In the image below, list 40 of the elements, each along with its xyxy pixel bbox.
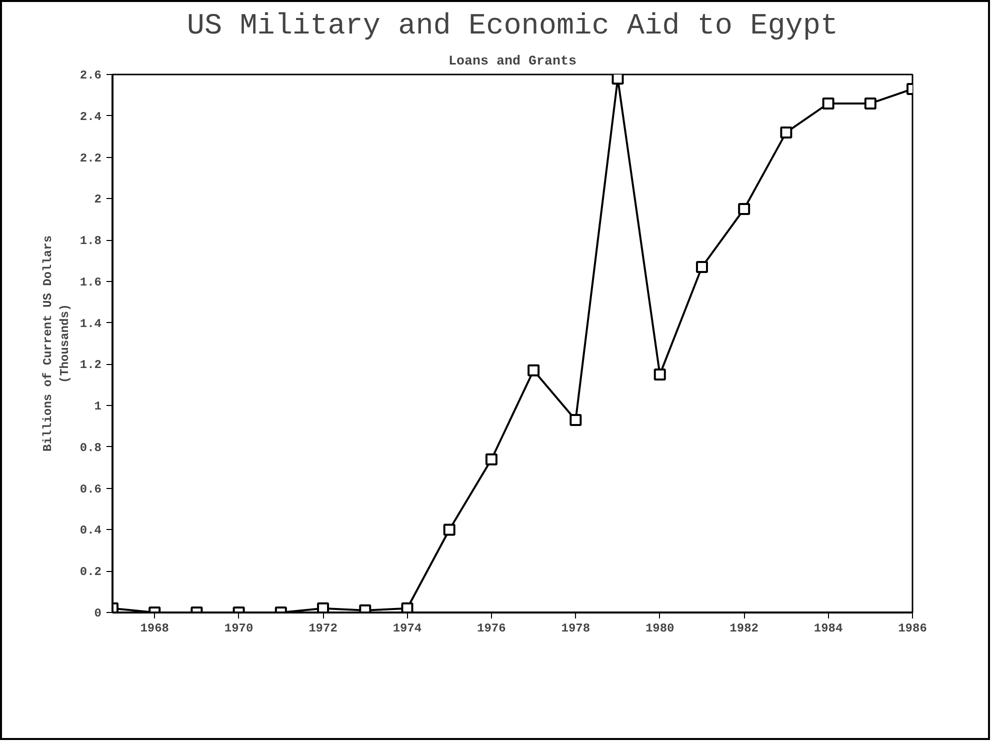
y-tick-label: 0 [94,606,102,620]
chart-subtitle: Loans and Grants [448,54,576,70]
x-tick-label: 1982 [730,622,758,636]
chart-title: US Military and Economic Aid to Egypt [186,10,838,42]
x-tick-label: 1968 [140,622,170,636]
y-tick-label: 2.2 [80,151,102,166]
y-tick-label: 1.6 [80,275,102,290]
x-tick-label: 1976 [477,622,506,636]
y-tick-label: 0.2 [80,565,102,580]
y-tick-label: 1.8 [80,234,102,248]
y-tick-label: 2.6 [80,68,102,82]
point [612,74,624,85]
point [485,453,498,466]
y-tick-label: 2 [94,192,102,207]
x-tick-label: 1984 [814,622,843,636]
point [864,97,876,110]
y-tick-label: 2.4 [80,110,102,124]
y-tick-label: 0.6 [80,482,102,496]
point [401,602,414,612]
x-tick-label: 1978 [561,622,590,636]
y-axis-title: Billions of Current US Dollars (Thousands) [41,235,72,452]
point [654,368,666,381]
x-tick-label: 1986 [898,622,927,636]
y-tick-label: 0.8 [80,440,102,455]
point [317,602,330,612]
point [570,414,582,426]
point [738,203,750,215]
point [780,126,792,138]
x-tick-label: 1974 [392,622,422,636]
y-tick-label: 0.4 [80,524,102,538]
point [696,260,708,273]
point [822,97,834,110]
y-tick-label: 1.2 [80,358,102,372]
x-tick-label: 1972 [308,622,338,636]
x-tick-label: 1970 [224,622,254,636]
point [443,524,456,536]
point [528,364,540,376]
x-tick-label: 1980 [645,622,674,636]
y-tick-label: 1.4 [80,316,102,331]
y-tick-label: 1 [94,400,102,414]
